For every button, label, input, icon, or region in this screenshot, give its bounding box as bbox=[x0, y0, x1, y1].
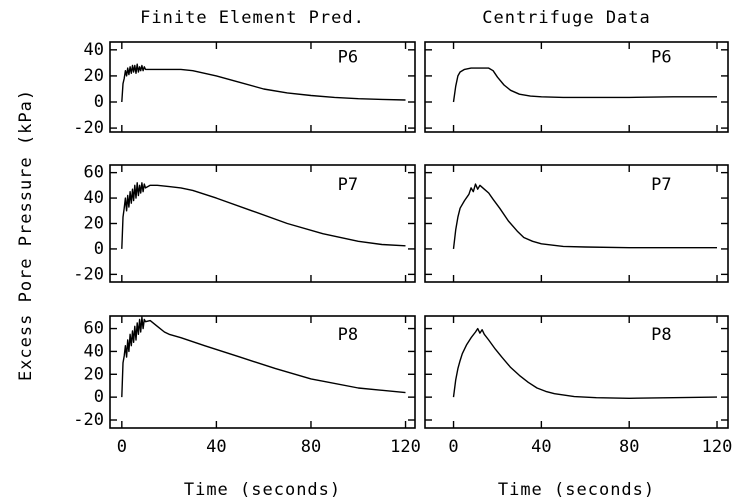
x-tick-label: 80 bbox=[301, 437, 321, 457]
x-tick-label: 40 bbox=[531, 437, 551, 457]
y-tick-label: 40 bbox=[84, 40, 104, 60]
data-line bbox=[452, 327, 718, 399]
y-tick-label: 60 bbox=[84, 163, 104, 183]
panel-title: Finite Element Pred. bbox=[140, 8, 365, 28]
panel-label: P7 bbox=[651, 175, 671, 195]
panel-label: P8 bbox=[338, 325, 358, 345]
x-tick-label: 0 bbox=[117, 437, 127, 457]
panel-label: P8 bbox=[651, 325, 671, 345]
x-tick-label: 80 bbox=[619, 437, 639, 457]
plot-frame bbox=[424, 41, 729, 133]
plot-frame bbox=[424, 315, 729, 429]
panel-label: P7 bbox=[338, 175, 358, 195]
data-line bbox=[121, 63, 406, 103]
y-tick-label: 20 bbox=[84, 214, 104, 234]
panel-title: Centrifuge Data bbox=[482, 8, 651, 28]
y-axis-label: Excess Pore Pressure (kPa) bbox=[16, 89, 36, 381]
data-line bbox=[452, 67, 717, 103]
panel-label: P6 bbox=[651, 47, 671, 67]
x-axis-label: Time (seconds) bbox=[184, 480, 341, 500]
y-tick-label: 0 bbox=[94, 239, 104, 259]
y-tick-label: 0 bbox=[94, 92, 104, 112]
x-tick-label: 120 bbox=[702, 437, 733, 457]
data-line bbox=[452, 183, 717, 249]
plot-frame bbox=[109, 315, 416, 429]
plot-frame bbox=[109, 164, 416, 283]
y-tick-label: -20 bbox=[73, 118, 104, 138]
y-tick-label: 60 bbox=[84, 319, 104, 339]
x-tick-label: 0 bbox=[448, 437, 458, 457]
data-line bbox=[121, 182, 406, 249]
plot-frame bbox=[424, 164, 729, 283]
y-tick-label: 20 bbox=[84, 364, 104, 384]
y-tick-label: -20 bbox=[73, 264, 104, 284]
x-tick-label: 120 bbox=[390, 437, 421, 457]
x-axis-label: Time (seconds) bbox=[498, 480, 655, 500]
y-tick-label: -20 bbox=[73, 410, 104, 430]
data-line bbox=[121, 316, 406, 398]
y-tick-label: 20 bbox=[84, 66, 104, 86]
y-tick-label: 40 bbox=[84, 341, 104, 361]
plot-frame bbox=[109, 41, 416, 133]
panel-label: P6 bbox=[338, 47, 358, 67]
x-tick-label: 40 bbox=[206, 437, 226, 457]
y-tick-label: 40 bbox=[84, 188, 104, 208]
y-tick-label: 0 bbox=[94, 387, 104, 407]
